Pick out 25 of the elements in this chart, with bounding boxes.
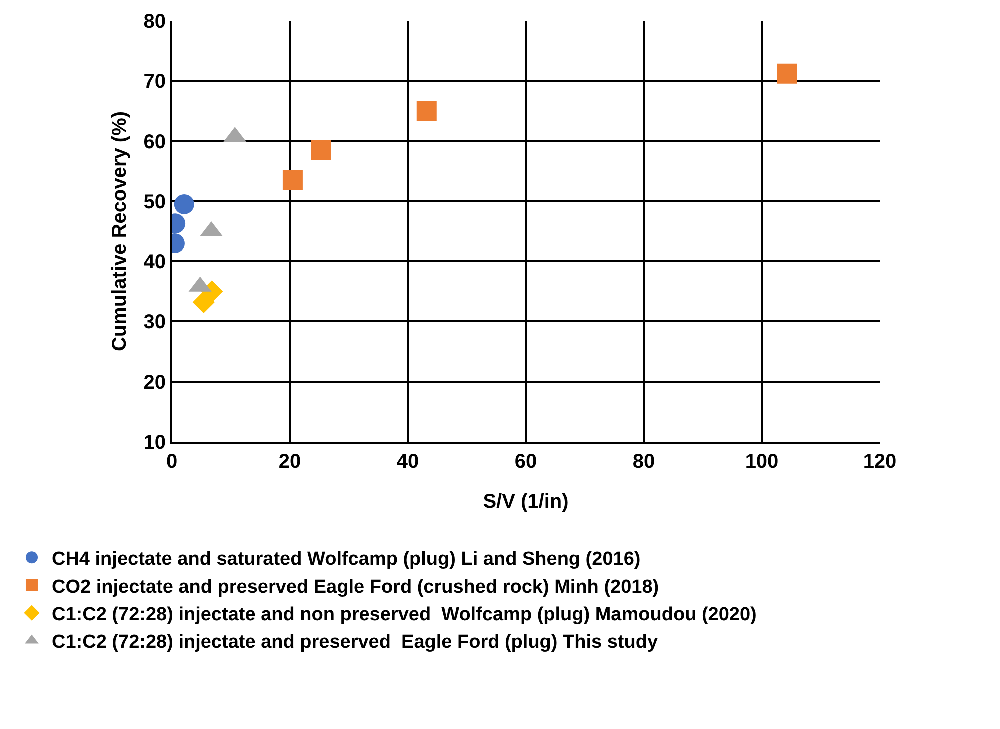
x-axis-title: S/V (1/in) (483, 491, 569, 513)
y-tick-label: 10 (144, 432, 166, 454)
legend-label: C1:C2 (72:28) injectate and preserved Eagle Ford (plug) This study (52, 632, 658, 654)
legend-label: C1:C2 (72:28) injectate and non preserved Wolfcamp (plug) Mamoudou (2020) (52, 604, 757, 626)
y-tick-label: 40 (144, 252, 166, 274)
legend-label: CO2 injectate and preserved Eagle Ford (crushed rock) Minh (2018) (52, 576, 660, 598)
y-tick-label: 50 (144, 191, 166, 214)
x-tick-label: 100 (745, 451, 779, 473)
x-tick-label: 80 (632, 451, 656, 473)
x-tick-label: 40 (396, 451, 420, 473)
y-tick-label: 30 (144, 312, 166, 334)
x-tick-label: 20 (278, 451, 302, 473)
point (282, 170, 303, 190)
y-tick-label: 70 (144, 71, 166, 94)
x-tick-label: 120 (863, 451, 897, 473)
legend-label: CH4 injectate and saturated Wolfcamp (plug) Li and Sheng (2016) (52, 549, 641, 570)
y-tick-label: 20 (144, 372, 166, 394)
point (416, 101, 437, 122)
y-tick-label: 80 (144, 11, 166, 33)
x-tick-label: 0 (166, 451, 178, 473)
y-tick-label: 60 (144, 131, 166, 154)
point (777, 64, 798, 84)
y-axis-title: Cumulative Recovery (%) (108, 111, 131, 352)
point (311, 140, 332, 160)
x-tick-label: 60 (514, 451, 538, 473)
